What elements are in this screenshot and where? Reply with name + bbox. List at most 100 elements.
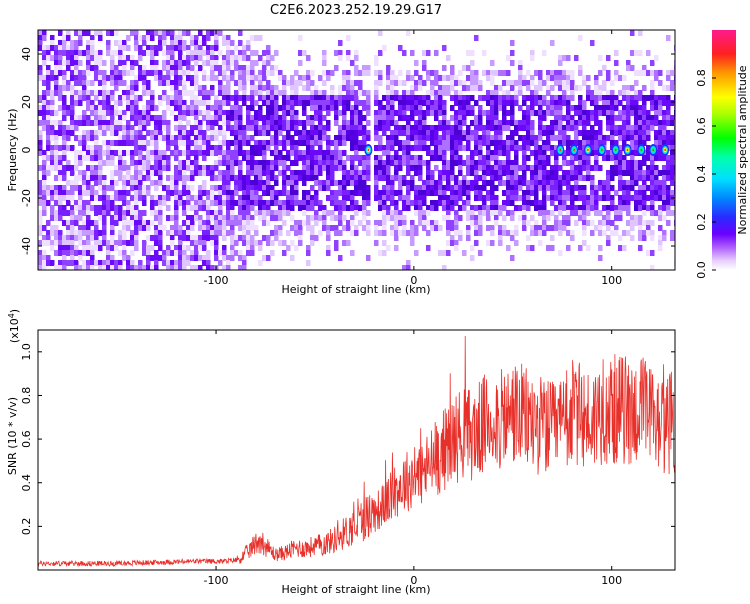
spectrogram-cell — [566, 120, 571, 126]
spectrogram-cell — [634, 125, 639, 131]
spectrogram-cell — [326, 245, 331, 251]
spectrogram-cell — [114, 195, 119, 201]
spectrogram-cell — [550, 75, 555, 81]
spectrogram-cell — [222, 170, 227, 176]
spectrogram-cell — [138, 215, 143, 221]
spectrogram-cell — [274, 100, 279, 106]
spectrogram-cell — [110, 230, 115, 236]
spectrogram-cell — [526, 235, 531, 241]
spectrogram-cell — [406, 195, 411, 201]
spectrogram-cell — [210, 175, 215, 181]
spectrogram-cell — [210, 105, 215, 111]
spectrogram-cell — [546, 85, 551, 91]
spectrogram-cell — [514, 90, 519, 96]
spectrogram-cell — [494, 170, 499, 176]
spectrogram-cell — [134, 200, 139, 206]
spectrogram-cell — [418, 165, 423, 171]
spectrogram-cell — [626, 165, 631, 171]
spectrogram-cell — [190, 110, 195, 116]
spectrogram-cell — [174, 80, 179, 86]
spectrogram-cell — [150, 130, 155, 136]
spectrogram-cell — [122, 235, 127, 241]
spectrogram-cell — [462, 110, 467, 116]
spectrogram-cell — [250, 100, 255, 106]
spectrogram-cell — [74, 30, 79, 36]
spectrogram-cell — [658, 240, 663, 246]
spectrogram-cell — [102, 125, 107, 131]
colorbar-tick-label: 0.8 — [695, 69, 708, 87]
spectrogram-cell — [562, 115, 567, 121]
spectrogram-cell — [358, 115, 363, 121]
spectrogram-cell — [570, 235, 575, 241]
spectrogram-cell — [530, 215, 535, 221]
spectrogram-cell — [342, 175, 347, 181]
spectrogram-cell — [266, 145, 271, 151]
spectrogram-cell — [298, 200, 303, 206]
spectrogram-cell — [138, 220, 143, 226]
spectrogram-cell — [534, 175, 539, 181]
spectrogram-cell — [462, 250, 467, 256]
spectrogram-cell — [242, 50, 247, 56]
spectrogram-cell — [394, 90, 399, 96]
spectrogram-cell — [138, 170, 143, 176]
spectrogram-cell — [394, 230, 399, 236]
spectrogram-cell — [586, 140, 591, 146]
spectrogram-cell — [510, 195, 515, 201]
spectrogram-cell — [358, 175, 363, 181]
spectrogram-cell — [210, 165, 215, 171]
spectrogram-cell — [642, 190, 647, 196]
spectrogram-cell — [658, 80, 663, 86]
spectrogram-cell — [238, 220, 243, 226]
spectrogram-cell — [46, 80, 51, 86]
spectrogram-cell — [46, 155, 51, 161]
spectrogram-cell — [410, 130, 415, 136]
spectrogram-cell — [474, 240, 479, 246]
spectrogram-cell — [418, 195, 423, 201]
spectrogram-cell — [174, 45, 179, 51]
spectrogram-cell — [490, 60, 495, 66]
spectrogram-cell — [230, 255, 235, 261]
spectrogram-cell — [246, 220, 251, 226]
spectrogram-cell — [202, 35, 207, 41]
spectrogram-cell — [126, 55, 131, 61]
spectrogram-cell — [174, 145, 179, 151]
spectrogram-cell — [594, 80, 599, 86]
spectrogram-cell — [458, 180, 463, 186]
spectrogram-cell — [498, 125, 503, 131]
spectrogram-cell — [454, 225, 459, 231]
spectrogram-cell — [398, 215, 403, 221]
spectrogram-cell — [270, 65, 275, 71]
spectrogram-cell — [126, 255, 131, 261]
spectrogram-cell — [446, 175, 451, 181]
spectrogram-cell — [130, 70, 135, 76]
spectrogram-cell — [82, 190, 87, 196]
spectrogram-cell — [462, 180, 467, 186]
spectrogram-cell — [546, 185, 551, 191]
spectrogram-cell — [362, 140, 367, 146]
spectrogram-cell — [438, 85, 443, 91]
spectrogram-cell — [298, 135, 303, 141]
spectrogram-cell — [126, 205, 131, 211]
spectrogram-cell — [194, 75, 199, 81]
spectrogram-cell — [290, 105, 295, 111]
spectrogram-cell — [318, 205, 323, 211]
spectrogram-cell — [278, 240, 283, 246]
spectrogram-cell — [538, 145, 543, 151]
spectrogram-cell — [50, 75, 55, 81]
spectrogram-cell — [486, 160, 491, 166]
spectrogram-cell — [126, 100, 131, 106]
spectrogram-cell — [366, 165, 371, 171]
spectrogram-cell — [662, 235, 667, 241]
spectrogram-cell — [42, 35, 47, 41]
spectrogram-cell — [286, 100, 291, 106]
spectrogram-cell — [226, 85, 231, 91]
spectrogram-cell — [130, 260, 135, 266]
spectrogram-cell — [306, 220, 311, 226]
spectrogram-cell — [154, 210, 159, 216]
spectrogram-cell — [418, 205, 423, 211]
spectrogram-cell — [290, 95, 295, 101]
spectrogram-cell — [134, 115, 139, 121]
spectrogram-cell — [406, 135, 411, 141]
spectrogram-cell — [510, 160, 515, 166]
spectrogram-cell — [98, 80, 103, 86]
